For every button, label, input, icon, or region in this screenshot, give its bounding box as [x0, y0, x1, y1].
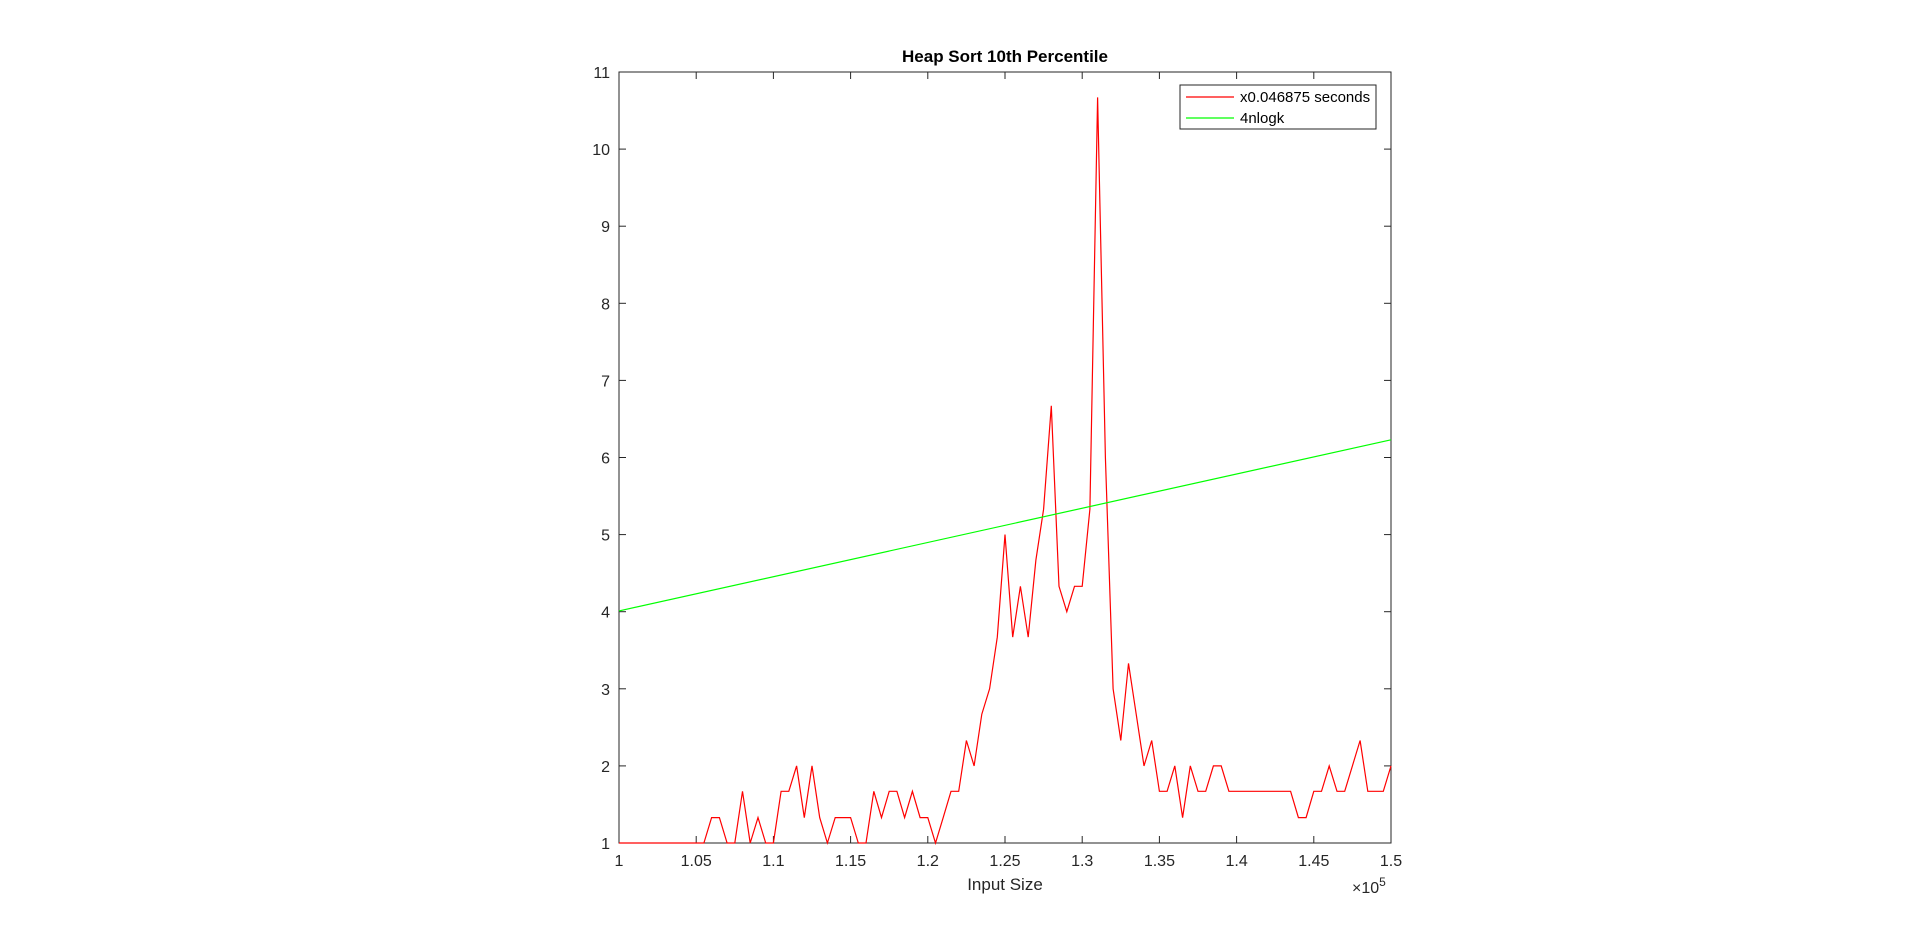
chart-title: Heap Sort 10th Percentile: [902, 47, 1108, 66]
legend-box: [1179, 84, 1377, 130]
y-tick-label: 3: [601, 682, 610, 699]
y-tick-label: 7: [601, 373, 610, 390]
x-tick-label: 1.05: [681, 853, 712, 870]
x-tick-label: 1.2: [917, 853, 939, 870]
x-axis-exponent-base: ×10: [1352, 880, 1379, 897]
legend-label-series-2: 4nlogk: [1240, 110, 1285, 127]
x-axis-label: Input Size: [967, 875, 1043, 894]
series-line-2: [618, 439, 1392, 612]
legend: x0.046875 seconds 4nlogk: [1179, 84, 1377, 130]
series-line-1: [619, 97, 1392, 846]
x-tick-label: 1.3: [1071, 853, 1093, 870]
x-tick-label: 1: [615, 853, 624, 870]
y-tick-label: 11: [593, 65, 610, 82]
x-tick-label: 1.45: [1298, 853, 1329, 870]
x-tick-label: 1.5: [1380, 853, 1402, 870]
y-tick-label: 9: [601, 219, 610, 236]
y-tick-label: 2: [601, 759, 610, 776]
x-tick-label: 1.1: [762, 853, 784, 870]
legend-label-series-1: x0.046875 seconds: [1240, 89, 1370, 106]
y-tick-label: 4: [601, 605, 610, 622]
axes-box: [618, 71, 1392, 844]
y-tick-label: 8: [601, 296, 610, 313]
x-tick-label: 1.35: [1144, 853, 1175, 870]
x-axis-exponent-power: 5: [1379, 875, 1386, 889]
x-tick-label: 1.4: [1225, 853, 1247, 870]
x-axis-exponent: ×105: [1352, 875, 1386, 897]
series-layer: [618, 97, 1392, 846]
x-tick-label: 1.25: [989, 853, 1020, 870]
y-tick-label: 10: [592, 142, 610, 159]
y-axis-ticks: 1 2 3 4 5 6 7 8 9 10 11: [592, 65, 1391, 853]
y-tick-label: 6: [601, 451, 610, 468]
y-tick-label: 1: [601, 836, 610, 853]
x-axis-ticks: 1 1.05 1.1 1.15 1.2 1.25 1.3 1.35 1.4 1.45 1.5: [615, 72, 1402, 870]
y-tick-label: 5: [601, 528, 610, 545]
x-tick-label: 1.15: [835, 853, 866, 870]
